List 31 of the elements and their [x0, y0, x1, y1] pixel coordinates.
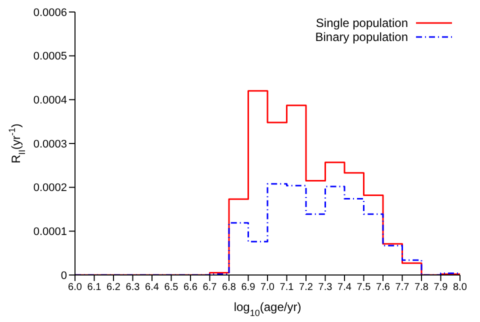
x-tick-label: 6.1 [87, 282, 102, 294]
legend-label: Binary population [315, 30, 408, 44]
x-tick-label: 6.5 [164, 282, 179, 294]
x-tick-label: 6.9 [241, 282, 256, 294]
x-tick-label: 7.0 [260, 282, 275, 294]
x-tick-label: 6.3 [126, 282, 140, 294]
x-tick-label: 7.4 [338, 282, 352, 294]
y-tick-label: 0.0006 [33, 6, 67, 19]
x-tick-label: 7.3 [318, 282, 333, 294]
x-tick-label: 7.8 [414, 282, 429, 294]
x-tick-label: 6.0 [68, 282, 82, 294]
y-tick-label: 0.0005 [33, 50, 67, 63]
x-tick-label: 7.1 [280, 282, 294, 294]
x-tick-label: 7.9 [434, 282, 448, 294]
x-tick-label: 6.6 [184, 282, 198, 294]
x-tick-label: 8.0 [453, 282, 468, 294]
x-tick-label: 7.5 [356, 282, 372, 294]
x-tick-label: 6.4 [145, 282, 160, 294]
y-tick-label: 0 [60, 270, 67, 282]
x-axis-title: log$_{10}$(age/yr) [234, 300, 302, 318]
y-tick-label: 0.0003 [33, 138, 67, 150]
x-tick-label: 7.2 [299, 282, 314, 294]
x-tick-label: 6.2 [106, 282, 121, 294]
y-tick-label: 0.0002 [33, 182, 67, 194]
x-tick-label: 6.7 [202, 282, 218, 294]
y-tick-label: 0.0001 [33, 226, 67, 238]
x-tick-label: 7.6 [376, 282, 390, 294]
y-tick-label: 0.0004 [33, 94, 67, 107]
x-tick-label: 6.8 [222, 282, 236, 294]
legend-label: Single population [316, 16, 408, 30]
x-tick-label: 7.7 [395, 282, 410, 294]
